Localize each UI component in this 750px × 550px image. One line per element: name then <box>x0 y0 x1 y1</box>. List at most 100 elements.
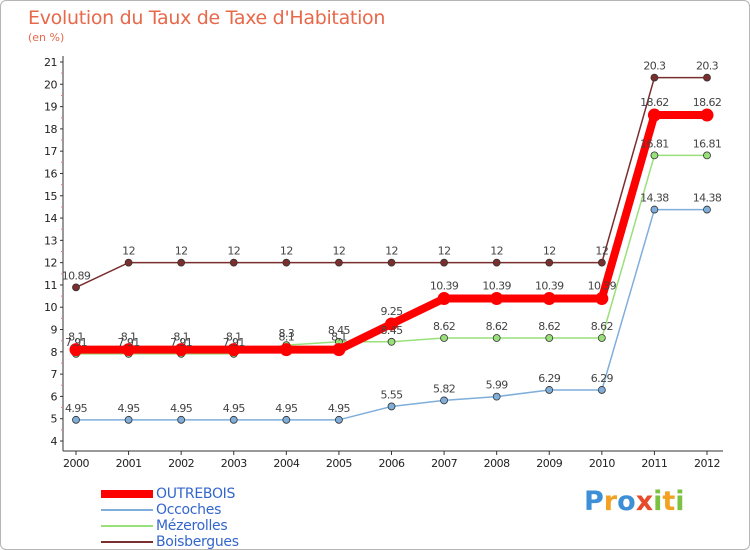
data-point-outrebois <box>279 343 293 357</box>
proxiti-logo-letter: t <box>662 486 676 517</box>
data-point-occoches <box>72 415 80 424</box>
data-point-boisbergues <box>650 73 659 82</box>
x-tick-label: 2009 <box>536 457 562 470</box>
data-label-outrebois: 8.1 <box>278 331 294 344</box>
data-point-outrebois <box>490 292 504 306</box>
data-label-mzerolles: 16.81 <box>640 137 669 150</box>
data-label-occoches: 4.95 <box>118 402 141 415</box>
legend-label: Boisbergues <box>156 534 239 550</box>
x-tick-label: 2001 <box>116 457 142 470</box>
data-label-mzerolles: 8.62 <box>538 320 560 333</box>
x-tick-label: 2008 <box>484 457 510 470</box>
data-point-outrebois <box>647 108 661 122</box>
x-tick-label: 2000 <box>63 457 89 470</box>
data-point-outrebois <box>542 292 556 306</box>
data-label-mzerolles: 8.45 <box>380 324 403 337</box>
data-point-mzerolles <box>703 151 711 160</box>
data-label-occoches: 5.82 <box>433 382 455 395</box>
data-point-outrebois <box>595 292 609 306</box>
data-label-mzerolles: 7.91 <box>223 336 245 349</box>
data-label-outrebois: 8.1 <box>331 331 347 344</box>
data-point-boisbergues <box>229 258 238 267</box>
data-point-occoches <box>177 415 186 424</box>
data-point-mzerolles <box>597 334 606 342</box>
chart-legend: OUTREBOIS Occoches Mézerolles Boisbergue… <box>99 486 399 550</box>
data-point-outrebois <box>385 317 398 331</box>
x-tick-label: 2003 <box>221 457 247 470</box>
y-tick-label: 7 <box>51 368 58 381</box>
y-tick-label: 5 <box>51 413 58 426</box>
data-point-outrebois <box>69 343 83 357</box>
data-label-boisbergues: 12 <box>227 245 240 258</box>
y-tick-label: 11 <box>44 279 57 292</box>
data-label-occoches: 5.99 <box>486 379 509 392</box>
data-point-occoches <box>440 396 448 405</box>
legend-swatch-mezerolles <box>101 525 153 527</box>
data-point-boisbergues <box>492 258 501 267</box>
data-point-occoches <box>650 205 659 214</box>
y-tick-label: 19 <box>44 101 57 114</box>
data-label-outrebois: 9.25 <box>380 305 403 318</box>
data-label-occoches: 6.29 <box>538 372 561 385</box>
x-tick-label: 2011 <box>641 457 667 470</box>
y-tick-label: 10 <box>44 301 57 314</box>
y-tick-label: 14 <box>44 212 57 225</box>
y-tick-label: 15 <box>44 190 57 203</box>
legend-label: Occoches <box>156 502 222 518</box>
data-label-boisbergues: 12 <box>595 245 608 258</box>
data-label-outrebois: 18.62 <box>693 96 722 109</box>
data-point-boisbergues <box>597 258 606 267</box>
data-label-boisbergues: 12 <box>438 245 451 258</box>
x-tick-label: 2006 <box>379 457 405 470</box>
proxiti-logo: Proxiti <box>584 486 685 517</box>
data-point-mzerolles <box>492 334 501 342</box>
data-label-mzerolles: 16.81 <box>693 137 722 150</box>
data-point-occoches <box>124 415 133 424</box>
data-label-outrebois: 8.1 <box>173 331 189 344</box>
data-point-outrebois <box>700 108 714 122</box>
chart-axes: 4 5 6 7 8 9 10 11 12 13 14 15 16 17 18 19 20 21 2000 2001 20… <box>44 56 723 470</box>
legend-item-mezerolles[interactable]: Mézerolles <box>99 518 399 534</box>
data-label-outrebois: 8.1 <box>226 331 242 344</box>
y-tick-label: 13 <box>44 234 57 247</box>
data-point-occoches <box>229 415 238 424</box>
data-label-mzerolles: 8.62 <box>486 320 508 333</box>
data-point-mzerolles <box>650 151 659 160</box>
data-label-boisbergues: 12 <box>122 245 135 258</box>
data-label-outrebois: 8.1 <box>121 331 137 344</box>
y-tick-label: 18 <box>44 123 57 136</box>
data-point-boisbergues <box>545 258 554 267</box>
data-point-outrebois <box>174 343 188 357</box>
data-label-mzerolles: 8.45 <box>328 324 351 337</box>
data-label-boisbergues: 10.89 <box>62 269 91 282</box>
legend-item-occoches[interactable]: Occoches <box>99 502 399 518</box>
x-tick-label: 2010 <box>589 457 615 470</box>
legend-item-outrebois[interactable]: OUTREBOIS <box>99 486 399 502</box>
proxiti-logo-letter: i <box>653 486 663 517</box>
data-label-outrebois: 10.39 <box>482 280 511 293</box>
legend-item-boisbergues[interactable]: Boisbergues <box>99 534 399 550</box>
data-point-boisbergues <box>703 73 711 82</box>
data-label-boisbergues: 12 <box>333 245 346 258</box>
data-label-occoches: 4.95 <box>275 402 298 415</box>
legend-label: OUTREBOIS <box>156 486 236 502</box>
data-label-occoches: 4.95 <box>65 402 88 415</box>
data-label-mzerolles: 8.3 <box>278 327 294 340</box>
legend-swatch-occoches <box>101 509 153 511</box>
data-label-occoches: 4.95 <box>223 402 246 415</box>
proxiti-logo-letter: r <box>603 486 618 517</box>
proxiti-logo-letter: x <box>635 486 654 517</box>
data-label-occoches: 14.38 <box>693 192 722 205</box>
legend-label: Mézerolles <box>156 518 228 534</box>
data-label-outrebois: 18.62 <box>640 96 669 109</box>
legend-swatch-outrebois <box>101 490 153 498</box>
data-label-occoches: 14.38 <box>640 192 669 205</box>
data-label-outrebois: 10.39 <box>535 280 564 293</box>
data-label-outrebois: 10.39 <box>588 280 617 293</box>
proxiti-logo-letter: P <box>584 486 604 517</box>
data-label-boisbergues: 12 <box>385 245 398 258</box>
chart-title: Evolution du Taux de Taxe d'Habitation <box>28 7 386 29</box>
data-point-occoches <box>545 386 554 394</box>
